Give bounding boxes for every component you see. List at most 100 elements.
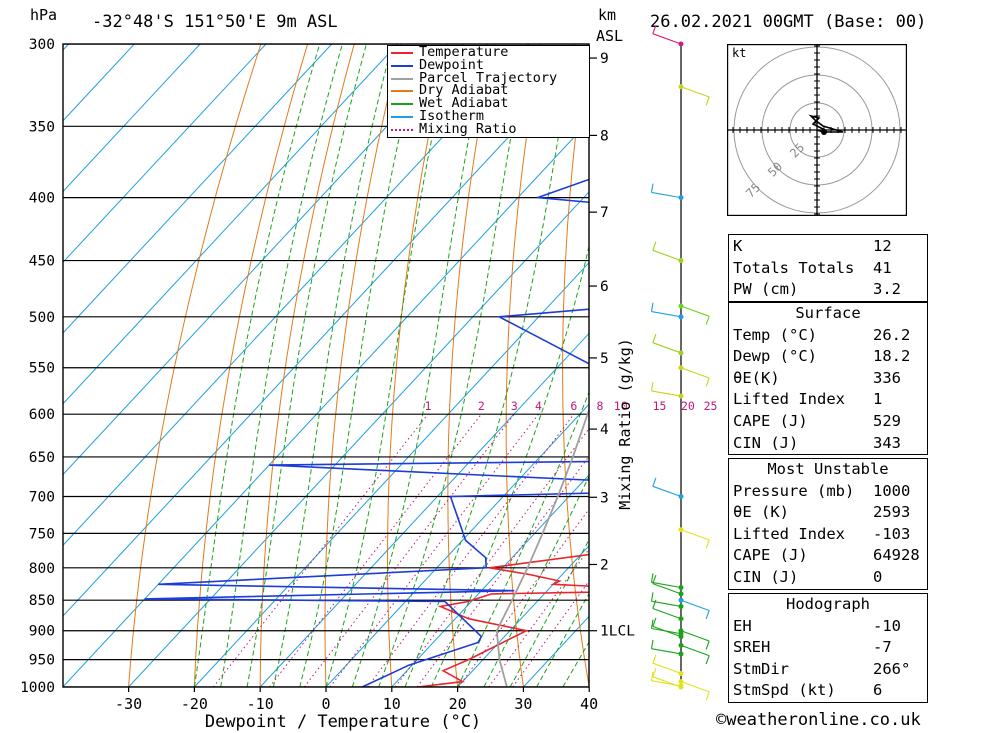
km-unit-label: km — [598, 6, 617, 24]
wet-adiabat-line — [220, 44, 343, 687]
pressure-tick-label: 600 — [29, 407, 55, 423]
surface-row: θE(K) 336 — [729, 368, 927, 390]
x-tick-label: 40 — [580, 695, 598, 713]
wind-barb-shaft — [652, 249, 682, 262]
isotherm-line — [63, 49, 589, 617]
surface-value: 1 — [873, 390, 883, 409]
wind-barb-shaft — [651, 311, 682, 318]
pressure-tick-label: 450 — [29, 254, 55, 270]
surface-value: 26.2 — [873, 325, 911, 344]
isotherm-line — [325, 403, 589, 687]
hodograph-unit-label: kt — [732, 46, 746, 60]
wind-barb-flag — [652, 334, 657, 343]
isotherm-line — [63, 44, 135, 122]
wind-barb-shaft — [652, 625, 682, 638]
km-tick-label: 2 — [600, 558, 609, 574]
wind-barb-shaft — [651, 600, 682, 607]
wind-barb-flag — [705, 640, 710, 650]
km-tick-label: 5 — [600, 351, 609, 367]
pressure-tick-label: 750 — [29, 526, 55, 542]
wind-barb-shaft — [652, 342, 682, 354]
wind-level-dot — [678, 597, 684, 603]
index-value: 12 — [873, 237, 892, 255]
surface-label: Temp (°C) — [733, 325, 817, 344]
wind-barb-shaft — [651, 581, 682, 589]
pressure-tick-label: 850 — [29, 593, 55, 609]
surface-label: Dewp (°C) — [733, 347, 817, 366]
legend-label: Parcel Trajectory — [419, 69, 558, 86]
legend-entry: Isotherm — [388, 109, 589, 123]
isotherm-line — [63, 44, 201, 193]
wind-barb-shaft — [680, 599, 710, 612]
mixing-ratio-line — [488, 548, 589, 687]
dry-adiabat-line — [128, 44, 262, 687]
wind-level-dot — [678, 679, 684, 685]
wind-level-dot — [678, 365, 684, 371]
wind-barb-flag — [652, 25, 657, 34]
wind-barb-shaft — [652, 607, 682, 620]
most-unstable-label: Pressure (mb) — [733, 481, 855, 500]
indices-basic-box: K 12 Totals Totals 41 PW (cm) 3.2 — [728, 234, 928, 302]
credit-link[interactable]: ©weatheronline.co.uk — [716, 710, 921, 730]
wet-adiabat-line — [457, 390, 589, 687]
pressure-tick-label: 400 — [29, 191, 55, 207]
legend-label: Temperature — [419, 44, 509, 60]
index-row: K 12 — [729, 236, 927, 258]
wind-barb-flag — [650, 183, 654, 193]
isotherm-line — [63, 120, 589, 687]
x-tick-label: 0 — [321, 695, 330, 713]
most-unstable-value: -103 — [873, 524, 911, 543]
mixing-ratio-label: 2 — [478, 399, 485, 413]
wind-barb-shaft — [680, 681, 710, 693]
isotherm-line — [194, 261, 589, 687]
most-unstable-row: Pressure (mb) 1000 — [729, 481, 927, 503]
wind-barb-flag — [652, 599, 657, 609]
surface-title: Surface — [795, 304, 861, 322]
wind-barb-flag — [650, 592, 654, 602]
km-tick-label: 1LCL — [600, 624, 635, 640]
pressure-tick-label: 900 — [29, 624, 55, 640]
wind-barb-flag — [650, 302, 654, 312]
datetime-title: 26.02.2021 00GMT (Base: 00) — [650, 12, 927, 32]
parcel-trajectory-line — [495, 407, 589, 687]
wind-level-dot — [678, 616, 684, 622]
wind-level-dot — [678, 350, 684, 356]
wind-barb-shaft — [680, 86, 710, 98]
wind-barb-flag — [652, 477, 657, 487]
most-unstable-row: θE (K) 2593 — [729, 502, 927, 524]
most-unstable-row: Lifted Index -103 — [729, 524, 927, 546]
surface-row: CAPE (J) 529 — [729, 411, 927, 433]
hodograph-label: StmSpd (kt) — [733, 681, 836, 700]
mixing-ratio-line — [512, 580, 589, 687]
x-tick-label: -10 — [247, 695, 274, 713]
wet-adiabat-line — [272, 44, 393, 687]
surface-value: 343 — [873, 433, 901, 452]
dry-adiabat-line — [387, 44, 448, 687]
legend-entry: Dewpoint — [388, 58, 589, 72]
wind-barb-flag — [652, 668, 657, 677]
indices-surface-box: Surface Temp (°C) 26.2 Dewp (°C) 18.2 θE(K… — [728, 302, 928, 456]
wind-barb-shaft — [680, 367, 710, 379]
mixing-ratio-line — [416, 455, 589, 687]
mixing-ratio-label: 10 — [614, 399, 628, 413]
wind-barb-flag — [705, 377, 710, 387]
dry-adiabat-line — [670, 44, 721, 687]
wind-barb-shaft — [651, 390, 682, 397]
surface-value: 336 — [873, 368, 901, 387]
wind-level-dot — [678, 584, 684, 590]
km-tick-label: 7 — [600, 205, 609, 221]
most-unstable-value: 0 — [873, 567, 883, 586]
wind-barb-shaft — [652, 676, 682, 688]
most-unstable-row: CIN (J) 0 — [729, 567, 927, 589]
isotherm-line — [63, 44, 333, 334]
mixing-ratio-label: 15 — [653, 399, 667, 413]
legend-label: Wet Adiabat — [419, 95, 509, 112]
most-unstable-value: 2593 — [873, 503, 911, 522]
hodograph-label: StmDir — [733, 659, 789, 678]
wind-barb-shaft — [680, 644, 710, 657]
surface-label: CAPE (J) — [733, 411, 808, 430]
x-tick-label: 10 — [383, 695, 401, 713]
legend-swatch — [391, 64, 413, 67]
wind-barb-flag — [705, 96, 710, 106]
mixing-ratio-label: 4 — [535, 399, 542, 413]
